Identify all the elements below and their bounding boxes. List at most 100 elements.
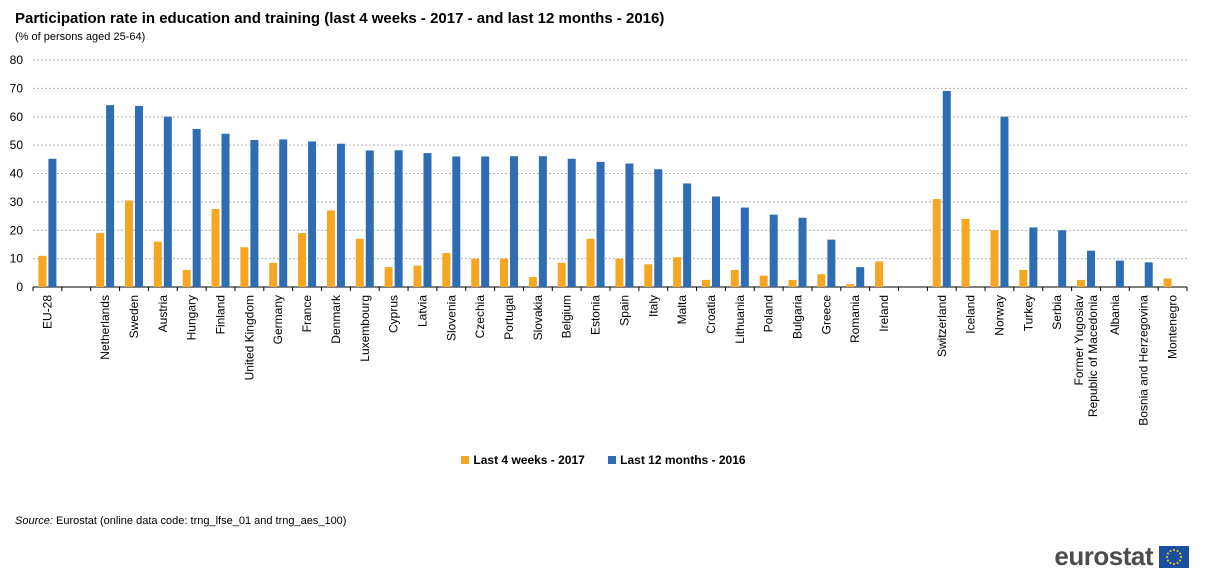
x-tick-label-line: Croatia xyxy=(704,295,718,334)
x-tick-label: Bosnia and Herzegovina xyxy=(1137,295,1151,426)
x-tick-label: Sweden xyxy=(127,295,141,338)
x-tick-label-line: Turkey xyxy=(1021,295,1035,331)
bar-last-12-months xyxy=(134,105,143,287)
x-tick-label-line: Denmark xyxy=(329,294,343,344)
bar-last-4-weeks xyxy=(240,247,249,287)
bar-last-4-weeks xyxy=(326,210,335,287)
x-tick-label-line: Finland xyxy=(214,295,228,334)
x-tick-label: Montenegro xyxy=(1166,295,1180,359)
x-tick-label-line: Hungary xyxy=(185,295,199,340)
x-tick-label-line: France xyxy=(300,295,314,333)
bar-last-4-weeks xyxy=(182,269,191,287)
bar-last-12-months xyxy=(365,150,374,287)
bar-last-12-months xyxy=(625,163,634,287)
bar-last-4-weeks xyxy=(759,275,768,287)
x-tick-label-line: Belgium xyxy=(560,295,574,338)
bar-last-12-months xyxy=(163,116,172,287)
bar-last-12-months xyxy=(538,156,547,287)
x-tick-label-line: Greece xyxy=(819,295,833,335)
y-tick-label: 40 xyxy=(10,167,24,181)
bar-last-12-months xyxy=(769,214,778,287)
source-note: Source: Eurostat (online data code: trng… xyxy=(15,515,346,527)
bar-last-4-weeks xyxy=(875,261,884,287)
bar-last-4-weeks xyxy=(932,199,941,287)
flag-star xyxy=(1179,559,1182,561)
bar-last-12-months xyxy=(942,90,951,288)
x-tick-label-line: Czechia xyxy=(473,295,487,339)
x-tick-label-line: Spain xyxy=(617,295,631,326)
x-tick-label: Slovakia xyxy=(531,295,545,341)
x-tick-label: France xyxy=(300,295,314,333)
bar-last-4-weeks xyxy=(153,241,162,287)
bar-last-12-months xyxy=(856,267,865,287)
x-tick-label-line: Montenegro xyxy=(1166,295,1180,359)
chart-legend: Last 4 weeks - 2017 Last 12 months - 201… xyxy=(0,453,1207,467)
flag-star xyxy=(1179,552,1182,554)
x-tick-label-line: United Kingdom xyxy=(242,295,256,380)
bar-last-4-weeks xyxy=(644,264,653,287)
legend-swatch-orange xyxy=(461,456,470,464)
bar-last-4-weeks xyxy=(701,279,710,287)
flag-star xyxy=(1166,555,1168,558)
bar-last-4-weeks xyxy=(500,258,509,287)
flag-star xyxy=(1173,562,1175,565)
x-tick-label: Turkey xyxy=(1021,295,1035,331)
bar-last-4-weeks xyxy=(788,279,797,287)
x-tick-label: Germany xyxy=(271,295,285,344)
y-tick-label: 0 xyxy=(16,280,23,294)
x-tick-label: Lithuania xyxy=(733,295,747,344)
x-tick-label: Slovenia xyxy=(444,295,458,341)
x-tick-label: Estonia xyxy=(589,295,603,335)
bar-last-4-weeks xyxy=(990,230,999,287)
bar-last-4-weeks xyxy=(269,262,278,287)
x-tick-label: Former YugoslavRepublic of Macedonia xyxy=(1072,295,1100,417)
bar-last-4-weeks xyxy=(124,200,133,287)
bar-last-12-months xyxy=(1144,262,1153,287)
bar-last-12-months xyxy=(567,158,576,287)
bar-last-12-months xyxy=(711,196,720,287)
flag-star xyxy=(1173,548,1175,551)
bar-last-12-months xyxy=(48,158,57,287)
logo-text: eurostat xyxy=(1054,541,1153,571)
bar-last-12-months xyxy=(481,156,490,287)
bar-last-4-weeks xyxy=(557,262,566,287)
x-tick-label-line: Poland xyxy=(762,295,776,332)
source-label: Source: xyxy=(15,515,53,527)
x-tick-label-line: Bosnia and Herzegovina xyxy=(1137,295,1151,426)
bar-last-12-months xyxy=(510,156,519,287)
x-tick-label-line: Albania xyxy=(1108,295,1122,335)
x-tick-label-line: Bulgaria xyxy=(791,295,805,339)
bar-last-4-weeks xyxy=(817,274,826,287)
x-tick-label: Serbia xyxy=(1050,295,1064,330)
x-tick-label: Netherlands xyxy=(98,295,112,360)
bar-last-4-weeks xyxy=(1163,278,1172,287)
x-tick-label-line: Luxembourg xyxy=(358,295,372,362)
bar-last-12-months xyxy=(827,239,836,287)
bar-last-12-months xyxy=(308,141,317,287)
x-tick-label: Iceland xyxy=(964,295,978,334)
bar-last-12-months xyxy=(1029,227,1038,287)
bar-last-12-months xyxy=(654,169,663,287)
bar-last-12-months xyxy=(423,153,432,287)
eu-flag-icon xyxy=(1159,545,1189,568)
flag-star xyxy=(1166,559,1169,561)
flag-star xyxy=(1176,561,1179,564)
x-tick-label: Norway xyxy=(992,295,1006,336)
x-tick-label: Albania xyxy=(1108,295,1122,335)
x-tick-label: Austria xyxy=(156,295,170,333)
bar-last-12-months xyxy=(452,156,461,287)
bar-last-12-months xyxy=(1087,250,1096,287)
bar-last-12-months xyxy=(1058,230,1067,287)
x-tick-label-line: Germany xyxy=(271,295,285,344)
x-tick-label-line: Malta xyxy=(675,295,689,325)
bar-last-4-weeks xyxy=(615,258,624,287)
y-tick-label: 60 xyxy=(10,110,24,124)
x-tick-label-line: Latvia xyxy=(415,295,429,327)
x-tick-label-line: Austria xyxy=(156,295,170,333)
x-tick-label: Malta xyxy=(675,295,689,325)
bar-last-4-weeks xyxy=(298,233,307,287)
x-tick-label: Bulgaria xyxy=(791,295,805,339)
bar-last-4-weeks xyxy=(38,255,47,287)
x-tick-label: Spain xyxy=(617,295,631,326)
eurostat-logo: eurostat xyxy=(1054,541,1189,572)
